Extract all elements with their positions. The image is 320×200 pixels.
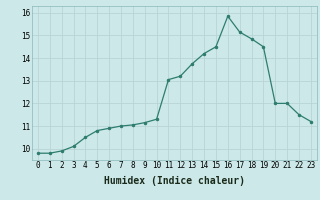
X-axis label: Humidex (Indice chaleur): Humidex (Indice chaleur) — [104, 176, 245, 186]
